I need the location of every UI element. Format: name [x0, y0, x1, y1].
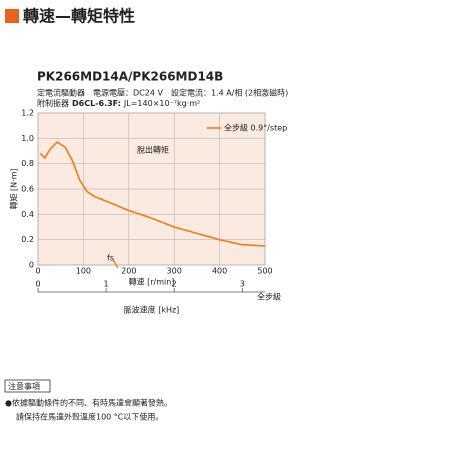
y-axis-label: 轉矩 [N·m] — [9, 168, 19, 209]
inertia: JL=140×10⁻⁷kg·m² — [123, 99, 200, 108]
x-tick-label: 200 — [121, 267, 136, 276]
y-tick-label: 0 — [29, 261, 34, 270]
model: PK266MD14A/PK266MD14B — [37, 70, 223, 84]
damper-model: D6CL-6.3F: — [72, 99, 121, 108]
y-tick-label: 0.6 — [21, 185, 34, 194]
x-tick-label: 300 — [167, 267, 182, 276]
x2-tick-label: 2 — [172, 280, 177, 289]
note: ●依據驅動條件的不同、有時馬達會顯著發熱。 — [5, 398, 172, 408]
x-tick-label: 500 — [257, 267, 272, 276]
annotation: fs — [107, 254, 114, 263]
y-tick-label: 0.2 — [21, 235, 34, 244]
y-tick-label: 1.2 — [21, 109, 34, 118]
x-tick-label: 0 — [35, 267, 40, 276]
legend-label: 全步級 0.9°/step — [224, 123, 287, 133]
x2-note: 全步級 — [257, 292, 281, 302]
note: 請保持在馬達外殼溫度100 °C以下使用。 — [16, 412, 163, 422]
conditions: 定電流驅動器 電源電壓：DC24 V 設定電流：1.4 A/相 (2相激磁時) — [37, 88, 288, 98]
x-axis-label: 轉速 [r/min] — [129, 277, 175, 287]
y-tick-label: 0.8 — [21, 159, 34, 168]
notes-box — [4, 379, 51, 393]
x2-tick-label: 0 — [35, 280, 40, 289]
y-tick-label: 1.0 — [21, 134, 34, 143]
x-tick-label: 100 — [76, 267, 91, 276]
page-title: 轉速—轉矩特性 — [23, 7, 135, 26]
x2-tick-label: 1 — [104, 280, 109, 289]
x2-tick-label: 3 — [240, 280, 245, 289]
damper: 附制振器 D6CL-6.3F: JL=140×10⁻⁷kg·m² — [37, 98, 200, 108]
x2-axis-label: 脈波速度 [kHz] — [124, 305, 180, 315]
annotation: 脫出轉矩 — [137, 145, 169, 155]
title-icon — [5, 9, 19, 23]
x-tick-label: 400 — [212, 267, 227, 276]
annotation-line — [112, 259, 119, 269]
y-tick-label: 0.4 — [21, 210, 34, 219]
data-line — [39, 141, 266, 247]
notes-title: 注意事項 — [8, 381, 40, 391]
damper-label: 附制振器 — [37, 98, 69, 108]
